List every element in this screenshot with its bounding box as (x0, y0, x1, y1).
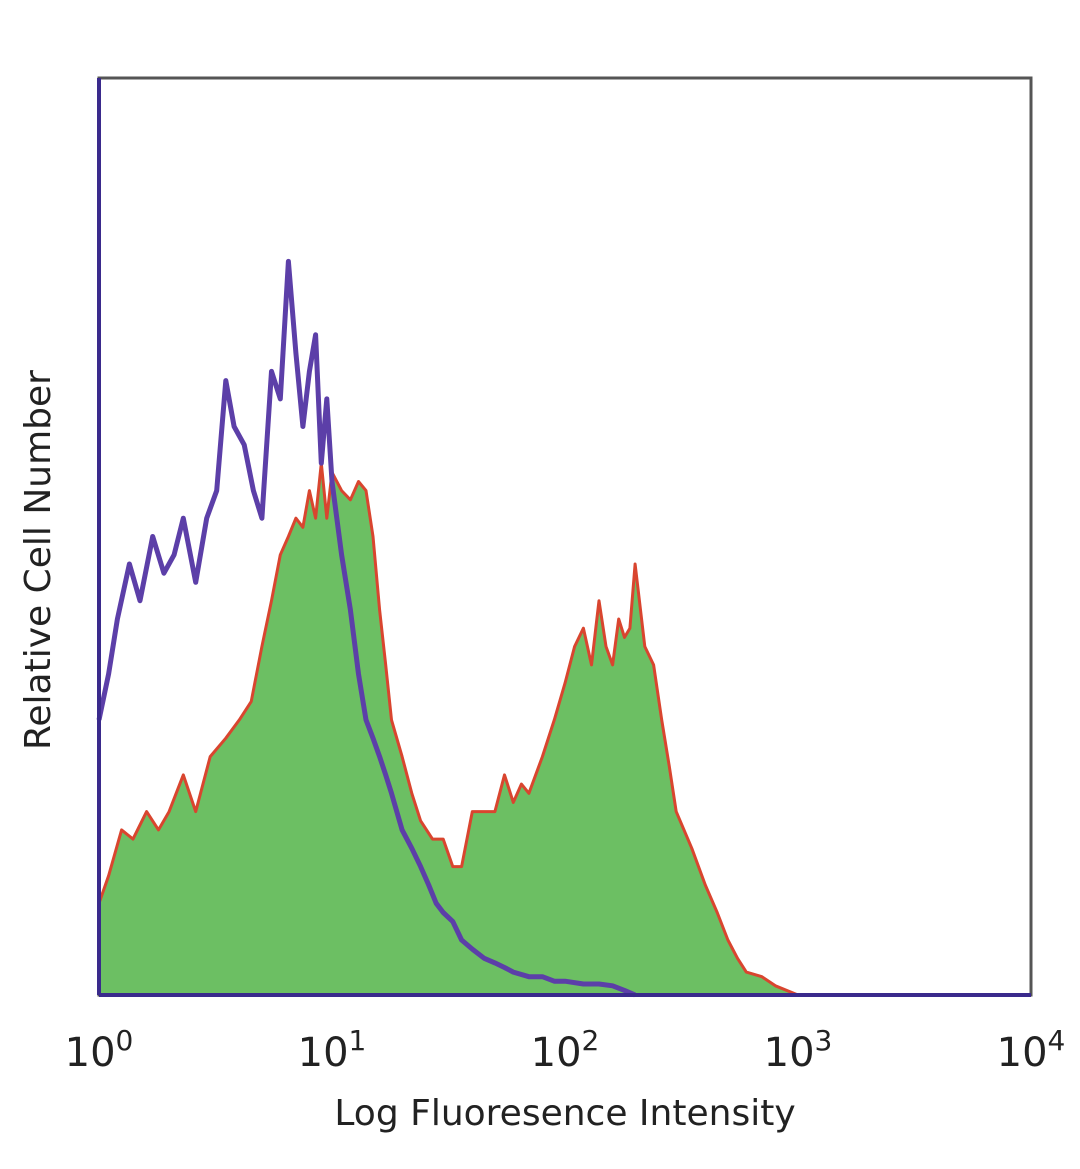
svg-text:100: 100 (65, 1024, 134, 1076)
control-histogram-line (96, 258, 637, 998)
x-tick-labels: 100 101 102 103 104 (65, 1024, 1066, 1076)
svg-text:104: 104 (997, 1024, 1066, 1076)
x-tick-label: 100 (65, 1024, 134, 1076)
stained-histogram-outline (97, 461, 799, 997)
x-tick-label: 104 (997, 1024, 1066, 1076)
svg-text:103: 103 (764, 1024, 833, 1076)
y-axis-title: Relative Cell Number (18, 370, 59, 750)
svg-text:101: 101 (298, 1024, 367, 1076)
x-tick-label: 101 (298, 1024, 367, 1076)
x-axis-title: Log Fluoresence Intensity (334, 1093, 795, 1134)
svg-text:102: 102 (531, 1024, 600, 1076)
series-layer (96, 258, 799, 998)
x-tick-label: 103 (764, 1024, 833, 1076)
x-tick-label: 102 (531, 1024, 600, 1076)
